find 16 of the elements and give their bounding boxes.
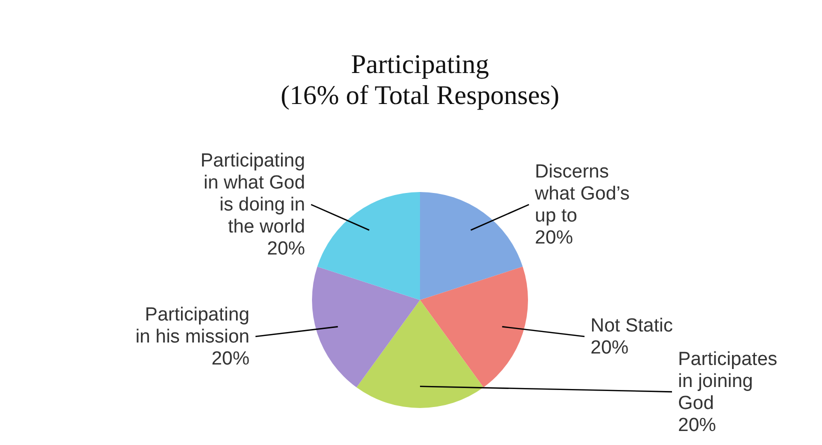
data-label: 20%: [590, 337, 629, 358]
pie-slice: [317, 192, 420, 300]
slice-label: Participating in his mission: [135, 304, 250, 348]
pie-slice: [312, 266, 420, 388]
data-label: 20%: [267, 238, 306, 260]
data-label: 20%: [678, 414, 716, 436]
slice-label: Discerns what God’s up to: [534, 162, 630, 227]
chart-title: Participating (16% of Total Responses): [280, 49, 560, 110]
data-label: 20%: [534, 228, 574, 249]
pie-slice: [420, 192, 523, 300]
slice-label: Not Static: [590, 315, 673, 336]
slice-label: Participating in what God is doing in the world: [200, 150, 306, 238]
pie-slice: [356, 300, 484, 408]
data-label: 20%: [211, 348, 250, 370]
slice-label: Participates in joining God: [678, 348, 778, 414]
pie-slice: [420, 266, 528, 388]
